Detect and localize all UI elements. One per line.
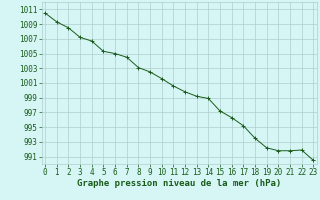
- X-axis label: Graphe pression niveau de la mer (hPa): Graphe pression niveau de la mer (hPa): [77, 179, 281, 188]
